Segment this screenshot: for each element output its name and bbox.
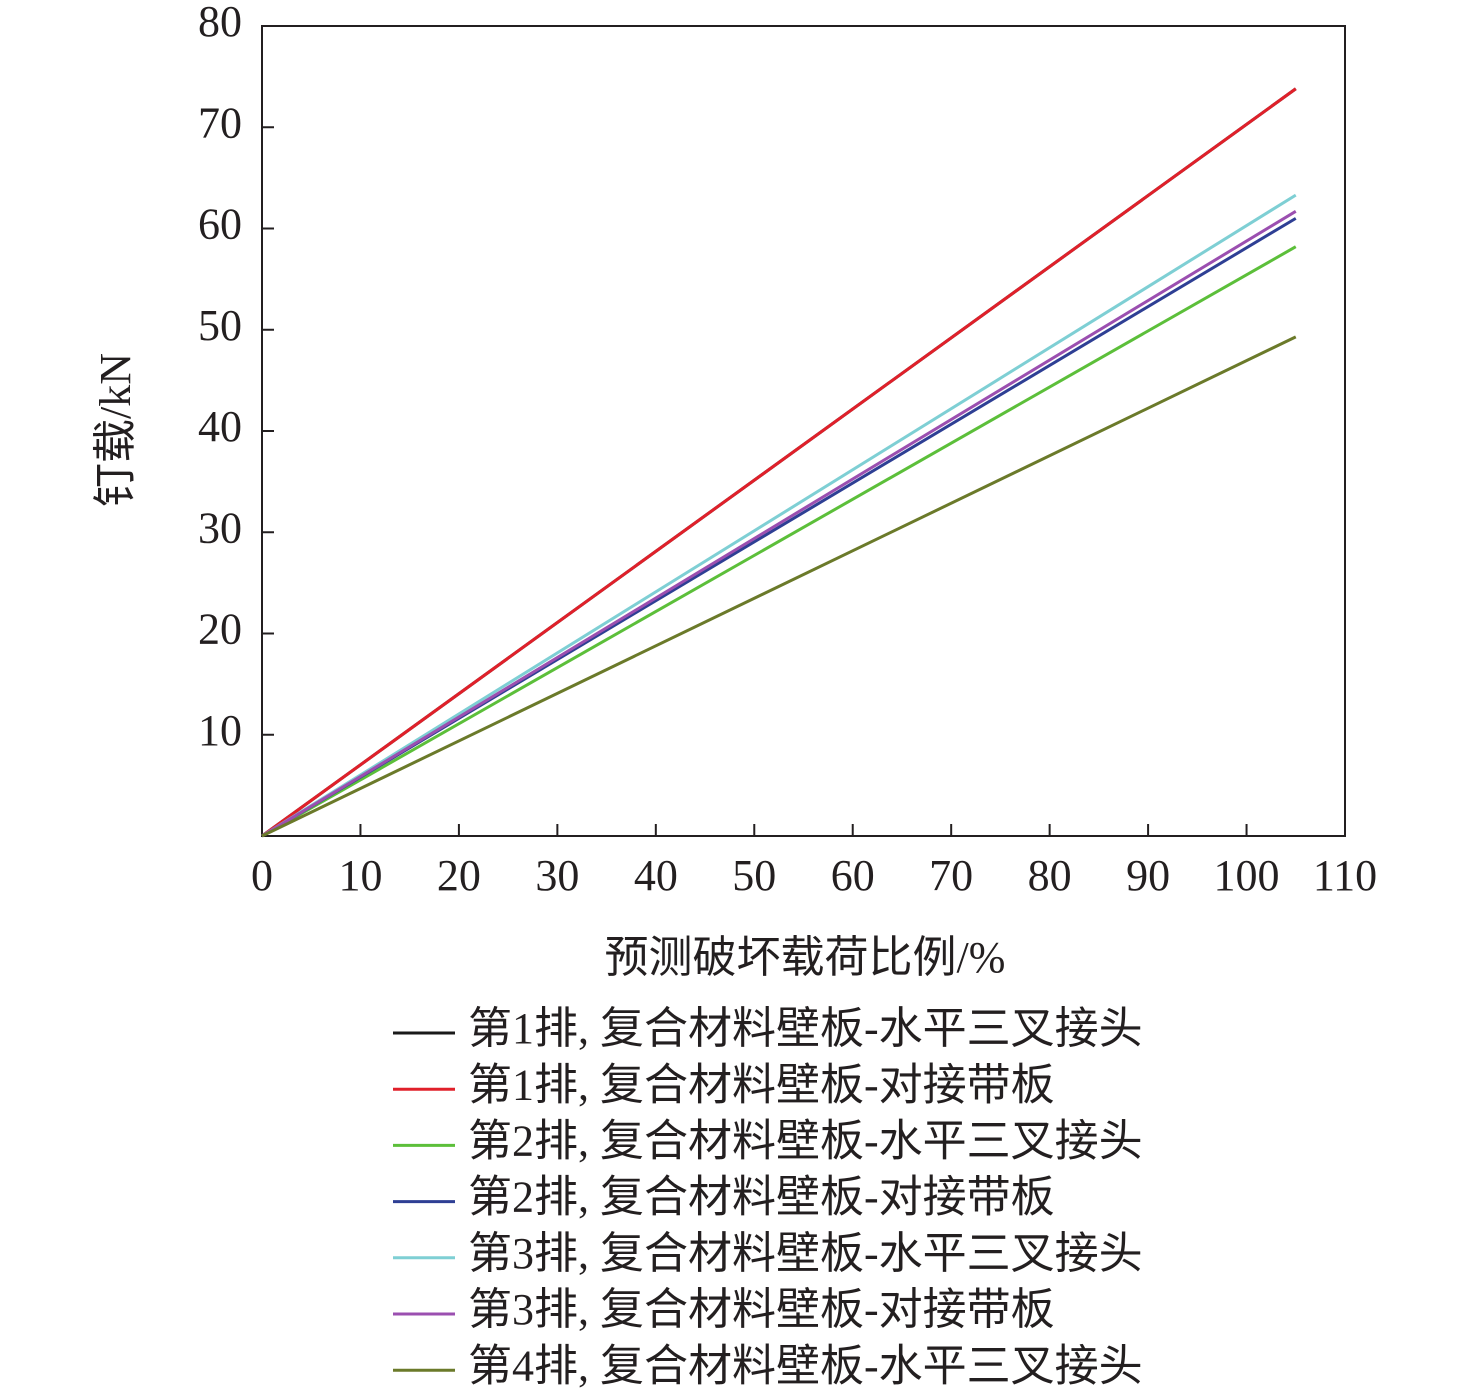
plot-frame: [261, 25, 1346, 837]
x-tick-label: 10: [338, 851, 382, 900]
x-tick-label: 70: [929, 851, 973, 900]
series-line: [261, 210, 1297, 838]
legend-label: 第2排, 复合材料壁板-水平三叉接头: [468, 1116, 1143, 1165]
x-tick-label: 30: [535, 851, 579, 900]
legend-label: 第3排, 复合材料壁板-对接带板: [468, 1285, 1055, 1334]
legend-label: 第2排, 复合材料壁板-对接带板: [468, 1173, 1055, 1222]
x-tick-label: 100: [1214, 851, 1280, 900]
series-line: [261, 335, 1297, 838]
y-tick-label: 40: [198, 402, 242, 451]
y-tick-label: 20: [198, 605, 242, 654]
series-line: [261, 245, 1297, 838]
y-tick-label: 30: [198, 503, 242, 552]
y-axis-label: 钉载/kN: [91, 353, 140, 507]
x-tick-label: 60: [831, 851, 875, 900]
legend-label: 第3排, 复合材料壁板-水平三叉接头: [468, 1229, 1143, 1278]
legend-label: 第4排, 复合材料壁板-水平三叉接头: [468, 1341, 1143, 1390]
x-tick-label: 90: [1126, 851, 1170, 900]
x-tick-label: 0: [251, 851, 273, 900]
y-tick-label: 70: [198, 98, 242, 147]
legend-label: 第1排, 复合材料壁板-水平三叉接头: [468, 1004, 1143, 1053]
y-tick-label: 60: [198, 200, 242, 249]
x-axis-label: 预测破坏载荷比例/%: [605, 933, 1006, 982]
x-tick-label: 20: [437, 851, 481, 900]
series-line: [261, 87, 1297, 838]
x-tick-label: 80: [1028, 851, 1072, 900]
x-tick-label: 50: [732, 851, 776, 900]
x-tick-label: 40: [634, 851, 678, 900]
y-tick-label: 80: [198, 0, 242, 46]
series-line: [261, 193, 1297, 838]
y-tick-label: 10: [198, 706, 242, 755]
legend-label: 第1排, 复合材料壁板-对接带板: [468, 1060, 1055, 1109]
x-tick-label: 110: [1313, 851, 1377, 900]
y-tick-label: 50: [198, 301, 242, 350]
